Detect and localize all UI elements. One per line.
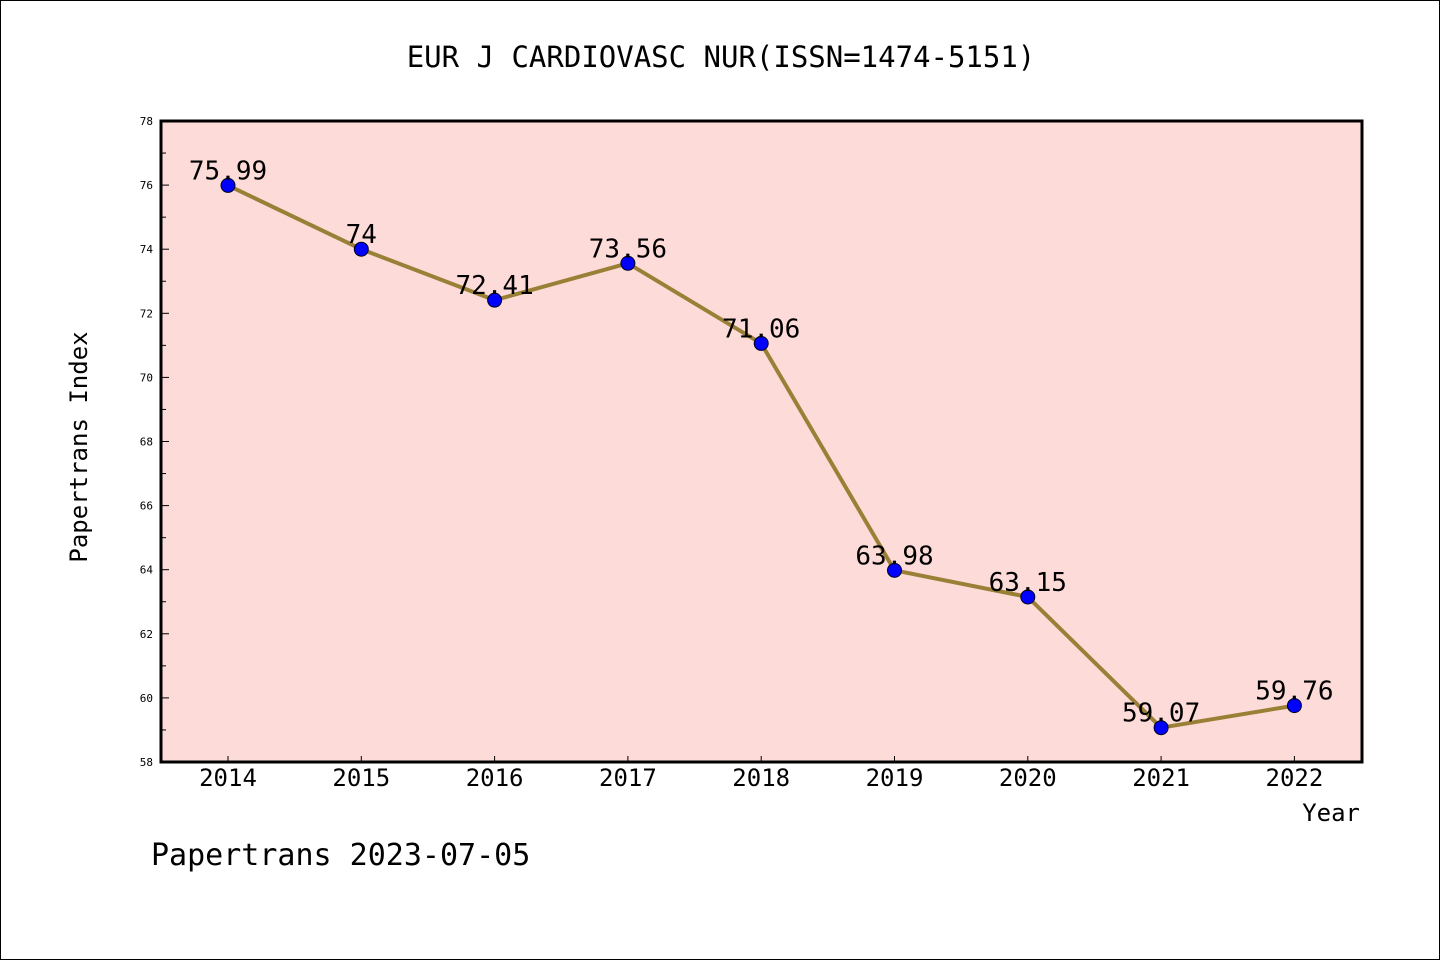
data-point bbox=[487, 292, 503, 308]
y-tick-label: 78 bbox=[140, 115, 153, 128]
data-label: 72.41 bbox=[455, 271, 533, 301]
data-label: 74 bbox=[346, 220, 377, 250]
x-tick-label: 2019 bbox=[866, 764, 924, 792]
data-label: 71.06 bbox=[722, 314, 800, 344]
x-tick-label: 2014 bbox=[199, 764, 257, 792]
data-label: 63.15 bbox=[989, 568, 1067, 598]
plot-area bbox=[159, 119, 1364, 764]
y-axis-label: Papertrans Index bbox=[65, 331, 93, 562]
data-point bbox=[1020, 589, 1036, 605]
data-label: 73.56 bbox=[589, 234, 667, 264]
data-point bbox=[220, 177, 236, 193]
data-label: 59.07 bbox=[1122, 699, 1200, 729]
series-group: 75.99 74 72.41 73.56 71.06 63.98 63.15 59.07 59.… bbox=[189, 156, 1334, 736]
data-point bbox=[353, 241, 369, 257]
y-tick-label: 64 bbox=[140, 564, 154, 577]
y-tick-label: 60 bbox=[140, 692, 153, 705]
data-point bbox=[1153, 720, 1169, 736]
data-point bbox=[1286, 698, 1302, 714]
y-tick-label: 66 bbox=[140, 500, 153, 513]
data-label: 75.99 bbox=[189, 156, 267, 186]
x-tick-label: 2018 bbox=[732, 764, 790, 792]
x-tick-label: 2015 bbox=[332, 764, 390, 792]
y-tick-label: 74 bbox=[140, 243, 154, 256]
y-tick-label: 72 bbox=[140, 307, 153, 320]
data-point bbox=[753, 335, 769, 351]
x-tick-label: 2016 bbox=[466, 764, 524, 792]
x-tick-label: 2020 bbox=[999, 764, 1057, 792]
x-tick-label: 2017 bbox=[599, 764, 657, 792]
y-tick-label: 62 bbox=[140, 628, 153, 641]
x-tick-label: 2022 bbox=[1266, 764, 1324, 792]
chart-title: EUR J CARDIOVASC NUR(ISSN=1474-5151) bbox=[407, 40, 1036, 74]
data-label: 59.76 bbox=[1255, 677, 1333, 707]
x-axis-label: Year bbox=[1302, 799, 1360, 827]
footer-watermark: Papertrans 2023-07-05 bbox=[151, 838, 530, 873]
data-label: 63.98 bbox=[855, 541, 933, 571]
data-point bbox=[887, 562, 902, 578]
y-tick-label: 58 bbox=[140, 756, 153, 769]
y-tick-label: 68 bbox=[140, 436, 153, 449]
x-axis-ticks: 2014 2015 2016 2017 2018 2019 2020 2021 2022 bbox=[199, 756, 1323, 792]
data-point bbox=[620, 255, 636, 271]
x-tick-label: 2021 bbox=[1132, 764, 1190, 792]
y-tick-label: 70 bbox=[140, 371, 153, 384]
y-axis-ticks: 58 60 62 64 66 68 70 72 74 76 78 bbox=[140, 115, 169, 769]
y-tick-label: 76 bbox=[140, 179, 153, 192]
